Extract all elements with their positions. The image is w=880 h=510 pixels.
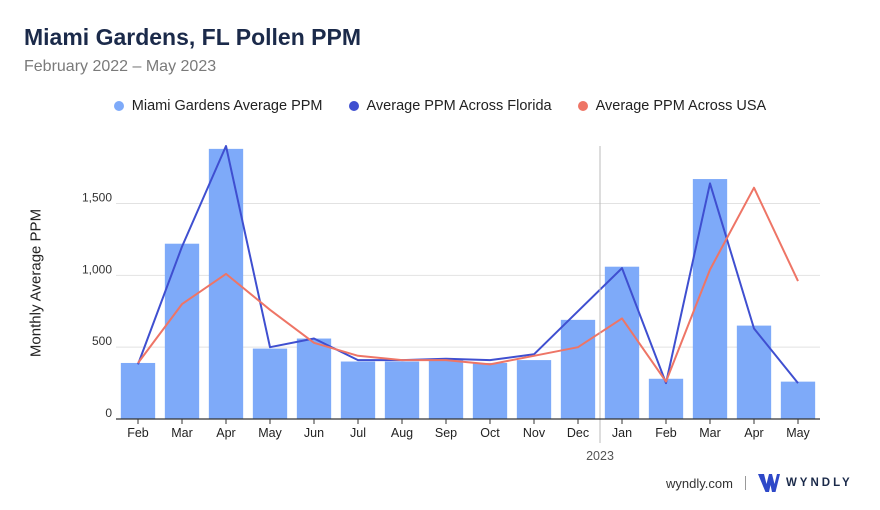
footer-separator	[744, 476, 746, 490]
x-tick-label-5: Jul	[350, 426, 366, 440]
line-usa	[137, 186, 799, 383]
x-tick-label-15: May	[786, 426, 810, 440]
bar-8	[472, 362, 508, 419]
x-tick-label-11: Jan	[612, 426, 632, 440]
legend-item-usa[interactable]: Average PPM Across USA	[577, 98, 767, 114]
legend: Miami Gardens Average PPM Average PPM Ac…	[0, 98, 880, 114]
line-layer	[137, 145, 799, 385]
bar-15	[780, 381, 816, 419]
legend-label-florida: Average PPM Across Florida	[366, 98, 552, 114]
x-tick-label-13: Mar	[699, 426, 721, 440]
x-tick-label-2: Apr	[216, 426, 235, 440]
footer-site[interactable]: wyndly.com	[666, 475, 733, 491]
y-tick-label-1000: 1,000	[82, 262, 112, 276]
chart-subtitle: February 2022 – May 2023	[24, 58, 217, 75]
bar-14	[736, 325, 772, 419]
bar-0	[120, 362, 156, 419]
bar-5	[340, 361, 376, 419]
y-tick-label-0: 0	[105, 406, 112, 420]
legend-item-miami[interactable]: Miami Gardens Average PPM	[113, 98, 323, 114]
y-tick-label-1500: 1,500	[82, 190, 112, 204]
bar-11	[604, 266, 640, 419]
y-tick-label-500: 500	[92, 334, 112, 348]
chart-title: Miami Gardens, FL Pollen PPM	[24, 24, 361, 50]
bar-7	[428, 358, 464, 419]
x-tick-label-1: Mar	[171, 426, 193, 440]
brand-logo: WYNDLY	[757, 474, 853, 492]
x-tick-label-8: Oct	[480, 426, 500, 440]
line-florida	[137, 145, 799, 385]
bar-9	[516, 360, 552, 419]
x-tick-label-0: Feb	[127, 426, 149, 440]
x-tick-label-4: Jun	[304, 426, 324, 440]
x-tick-label-12: Feb	[655, 426, 677, 440]
legend-label-miami: Miami Gardens Average PPM	[131, 98, 323, 114]
x-tick-label-3: May	[258, 426, 282, 440]
legend-label-usa: Average PPM Across USA	[595, 98, 767, 114]
x-tick-label-9: Nov	[523, 426, 546, 440]
footer: wyndly.com WYNDLY	[666, 474, 853, 492]
year-label: 2023	[586, 449, 614, 463]
legend-swatch-florida	[348, 101, 359, 111]
legend-swatch-usa	[577, 101, 588, 111]
bar-4	[296, 338, 332, 419]
wyndly-logo-icon	[757, 474, 780, 492]
x-tick-label-7: Sep	[435, 426, 457, 440]
bar-10	[560, 319, 596, 419]
legend-item-florida[interactable]: Average PPM Across Florida	[348, 98, 552, 114]
x-tick-label-6: Aug	[391, 426, 413, 440]
bar-6	[384, 361, 420, 419]
axis-layer: 0 500 1,000 1,500 2023 Feb Mar Apr May Jun Jul Aug S…	[82, 146, 820, 463]
legend-swatch-miami	[113, 101, 124, 111]
bar-12	[648, 378, 684, 419]
brand-name: WYNDLY	[785, 477, 853, 489]
x-tick-label-14: Apr	[744, 426, 763, 440]
bar-1	[164, 243, 200, 419]
x-tick-label-10: Dec	[567, 426, 589, 440]
bar-3	[252, 348, 288, 419]
